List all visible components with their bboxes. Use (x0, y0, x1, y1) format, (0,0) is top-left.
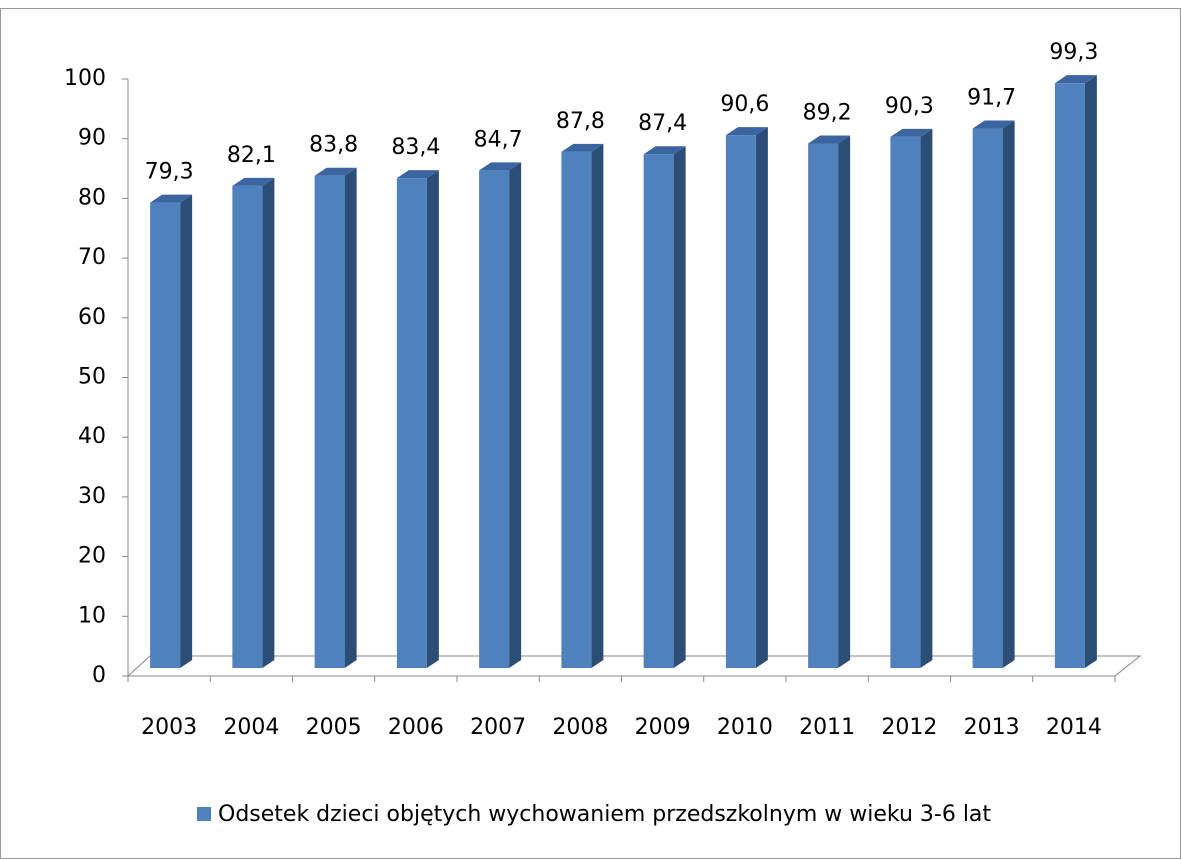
bar-side (180, 194, 193, 669)
bar-top (643, 146, 686, 155)
x-tick-label: 2005 (306, 715, 362, 740)
value-label: 79,3 (145, 160, 194, 185)
bar-side (673, 146, 686, 669)
bar (232, 185, 263, 668)
bar-top (972, 120, 1015, 129)
x-tick-label: 2009 (635, 715, 691, 740)
bar (396, 178, 427, 669)
bar-top (725, 127, 768, 136)
value-label: 90,6 (720, 92, 769, 117)
bar (150, 202, 181, 669)
bar-side (262, 177, 275, 668)
y-tick-label: 60 (78, 305, 106, 330)
value-label: 87,4 (638, 111, 687, 136)
bar (890, 136, 921, 668)
bar-top (561, 143, 604, 152)
x-tick-label: 2010 (717, 715, 773, 740)
bar-top (1054, 75, 1097, 84)
x-tick-label: 2003 (141, 715, 197, 740)
y-tick-label: 90 (78, 126, 106, 151)
x-tick-label: 2008 (552, 715, 608, 740)
bar-top (232, 177, 275, 186)
bar (808, 143, 839, 668)
bar-top (150, 194, 193, 203)
bar-top (808, 135, 851, 144)
bar-side (591, 143, 604, 669)
bar (643, 154, 674, 669)
y-tick-label: 40 (78, 424, 106, 449)
value-label: 82,1 (227, 143, 276, 168)
y-tick-label: 10 (78, 603, 106, 628)
y-tick-label: 50 (78, 365, 106, 390)
bar (725, 135, 756, 669)
bar (1054, 83, 1085, 668)
value-label: 89,2 (803, 100, 852, 125)
x-tick-label: 2006 (388, 715, 444, 740)
bar-side (1002, 120, 1015, 668)
bar-side (509, 162, 522, 668)
bar (479, 170, 510, 668)
bar-side (344, 167, 357, 669)
bar-side (920, 128, 933, 668)
y-tick-label: 0 (92, 663, 106, 688)
bar (314, 175, 345, 669)
y-tick-label: 80 (78, 185, 106, 210)
bar-top (479, 162, 522, 171)
value-label: 91,7 (967, 86, 1016, 111)
x-tick-label: 2011 (799, 715, 855, 740)
bar-top (396, 170, 439, 179)
value-label: 99,3 (1049, 40, 1098, 65)
y-tick-label: 70 (78, 245, 106, 270)
legend-label: Odsetek dzieci objętych wychowaniem prze… (218, 802, 991, 827)
bar (561, 151, 592, 669)
x-tick-label: 2007 (470, 715, 526, 740)
y-tick-label: 30 (78, 484, 106, 509)
bar-side (755, 127, 768, 669)
value-label: 84,7 (474, 127, 523, 152)
bar-side (426, 170, 439, 669)
value-label: 90,3 (885, 94, 934, 119)
x-tick-label: 2013 (964, 715, 1020, 740)
x-tick-label: 2014 (1046, 715, 1102, 740)
y-tick-label: 20 (78, 544, 106, 569)
bar-top (314, 167, 357, 176)
value-label: 83,4 (391, 135, 440, 160)
x-tick-label: 2004 (223, 715, 279, 740)
x-tick-label: 2012 (881, 715, 937, 740)
bar-side (1084, 75, 1097, 668)
bar-top (890, 128, 933, 137)
legend-swatch (197, 807, 211, 821)
y-tick-label: 100 (64, 66, 106, 91)
value-label: 87,8 (556, 109, 605, 134)
value-label: 83,8 (309, 133, 358, 158)
bar (972, 128, 1003, 668)
bar-side (838, 135, 851, 668)
